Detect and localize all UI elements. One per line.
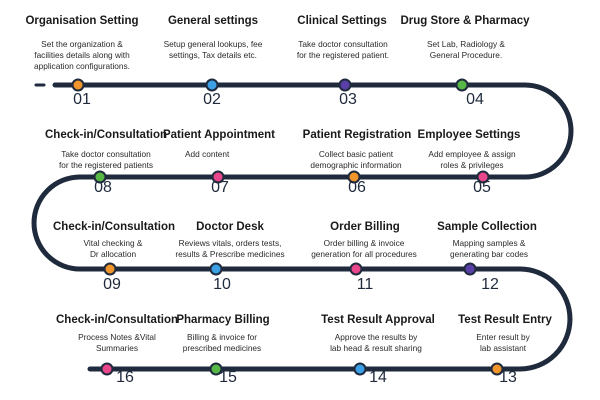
step-description-line: Mapping samples & [453, 238, 526, 248]
step-title: Sample Collection [437, 221, 537, 233]
step-09: 09 Check-in/Consultation Vital checking &D… [53, 221, 175, 293]
step-description-line: Take doctor consultation [61, 149, 151, 159]
step-description-line: generating bar codes [450, 249, 528, 259]
step-description-line: Enter result by [476, 332, 530, 342]
step-11: 11 Order Billing Order billing & invoicege… [311, 221, 417, 293]
step-description-line: Process Notes &Vital [78, 332, 156, 342]
step-marker-08 [93, 170, 107, 184]
step-description-line: General Procedure. [430, 50, 502, 60]
step-description-line: Approve the results by [335, 332, 418, 342]
step-number: 14 [369, 369, 387, 386]
step-number: 09 [103, 276, 121, 293]
step-marker-06 [347, 170, 361, 184]
step-15: 15 Pharmacy Billing Billing & invoice forp… [176, 314, 269, 386]
step-title: Order Billing [330, 221, 400, 233]
step-number: 05 [473, 179, 491, 196]
step-title: Doctor Desk [196, 221, 264, 233]
step-description-line: application configurations. [34, 61, 130, 71]
step-description-line: Set the organization & [41, 39, 123, 49]
step-number: 12 [481, 276, 499, 293]
serpentine-track [31, 82, 574, 372]
step-04: 04 Drug Store & Pharmacy Set Lab, Radiolog… [400, 15, 530, 108]
step-description-line: Add content [185, 149, 230, 159]
step-title: Drug Store & Pharmacy [400, 15, 530, 27]
step-08: 08 Check-in/Consultation Take doctor consu… [45, 129, 167, 196]
step-description-line: demographic information [310, 160, 402, 170]
step-marker-15 [209, 362, 223, 376]
step-description-line: prescribed medicines [183, 343, 261, 353]
step-marker-04 [455, 78, 469, 92]
step-marker-13 [490, 362, 504, 376]
step-description-line: Add employee & assign [428, 149, 516, 159]
step-07: 07 Patient Appointment Add content [163, 129, 275, 196]
step-marker-07 [211, 170, 225, 184]
step-06: 06 Patient Registration Collect basic pati… [303, 129, 412, 196]
step-marker-09 [103, 262, 117, 276]
step-number: 16 [116, 369, 134, 386]
step-marker-01 [71, 78, 85, 92]
step-description-line: settings, Tax details etc. [169, 50, 257, 60]
step-01: 01 Organisation Setting Set the organizati… [25, 15, 138, 108]
steps-layer: 01 Organisation Setting Set the organizati… [25, 15, 552, 386]
step-title: Organisation Setting [25, 15, 138, 27]
step-description-line: Take doctor consultation [298, 39, 388, 49]
step-marker-10 [209, 262, 223, 276]
step-marker-14 [353, 362, 367, 376]
step-description-line: Billing & invoice for [187, 332, 257, 342]
step-marker-12 [463, 262, 477, 276]
step-title: Test Result Approval [321, 314, 435, 326]
step-title: Check-in/Consultation [56, 314, 178, 326]
step-description-line: Dr allocation [90, 249, 137, 259]
step-number: 02 [203, 91, 221, 108]
step-description-line: results & Prescribe medicines [175, 249, 284, 259]
step-marker-16 [100, 362, 114, 376]
step-title: Employee Settings [418, 129, 521, 141]
step-title: General settings [168, 15, 258, 27]
step-description-line: Reviews vitals, orders tests, [179, 238, 282, 248]
step-10: 10 Doctor Desk Reviews vitals, orders test… [175, 221, 284, 293]
step-number: 08 [94, 179, 112, 196]
step-02: 02 General settings Setup general lookups,… [164, 15, 263, 108]
step-number: 01 [73, 91, 91, 108]
step-03: 03 Clinical Settings Take doctor consultat… [297, 15, 389, 108]
step-description-line: Summaries [96, 343, 138, 353]
step-description-line: lab head & result sharing [330, 343, 422, 353]
step-14: 14 Test Result Approval Approve the result… [321, 314, 435, 386]
step-number: 11 [357, 276, 374, 293]
step-marker-05 [476, 170, 490, 184]
step-title: Pharmacy Billing [176, 314, 269, 326]
step-number: 15 [219, 369, 237, 386]
step-number: 03 [339, 91, 357, 108]
step-marker-03 [338, 78, 352, 92]
step-description-line: facilities details along with [34, 50, 130, 60]
step-marker-11 [349, 262, 363, 276]
step-marker-02 [205, 78, 219, 92]
step-16: 16 Check-in/Consultation Process Notes &Vi… [56, 314, 178, 386]
step-12: 12 Sample Collection Mapping samples &gene… [437, 221, 537, 293]
step-title: Test Result Entry [458, 314, 552, 326]
step-number: 10 [213, 276, 231, 293]
step-description-line: generation for all procedures [311, 249, 417, 259]
step-05: 05 Employee Settings Add employee & assign… [418, 129, 521, 196]
step-description-line: lab assistant [480, 343, 527, 353]
step-number: 04 [466, 91, 484, 108]
step-number: 07 [211, 179, 229, 196]
step-title: Check-in/Consultation [53, 221, 175, 233]
step-title: Patient Registration [303, 129, 412, 141]
step-description-line: for the registered patient. [297, 50, 389, 60]
step-description-line: for the registered patients [59, 160, 153, 170]
step-title: Patient Appointment [163, 129, 275, 141]
step-description-line: roles & privileges [440, 160, 503, 170]
step-description-line: Setup general lookups, fee [164, 39, 263, 49]
step-description-line: Order billing & invoice [324, 238, 405, 248]
step-description-line: Set Lab, Radiology & [427, 39, 505, 49]
step-description-line: Collect basic patient [319, 149, 394, 159]
step-title: Clinical Settings [297, 15, 386, 27]
step-number: 13 [499, 369, 517, 386]
step-description-line: Vital checking & [84, 238, 143, 248]
step-title: Check-in/Consultation [45, 129, 167, 141]
step-number: 06 [348, 179, 366, 196]
